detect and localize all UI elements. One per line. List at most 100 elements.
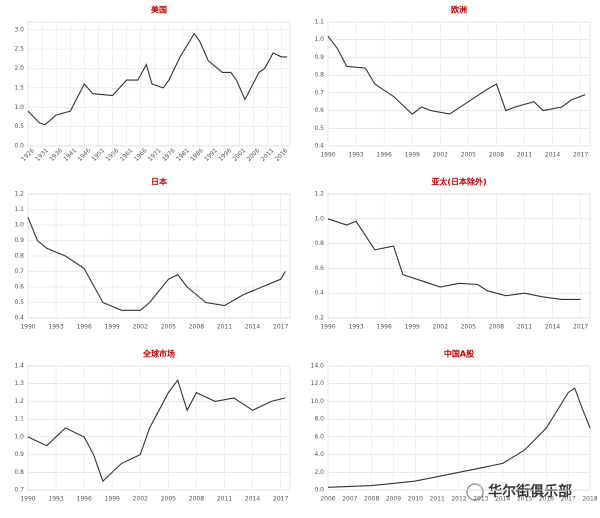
y-tick-label: 0.6 — [14, 284, 24, 291]
x-tick-label: 2016 — [539, 496, 554, 503]
x-tick-label: 2011 — [430, 496, 445, 503]
y-tick-label: 2.0 — [314, 469, 324, 476]
x-tick-label: 1999 — [105, 324, 120, 331]
x-tick-label: 1993 — [48, 324, 63, 331]
y-tick-label: 0.4 — [314, 143, 324, 150]
y-tick-label: 0.4 — [314, 290, 324, 297]
x-tick-label: 2017 — [573, 152, 588, 159]
y-tick-label: 1.1 — [14, 206, 24, 213]
y-tick-label: 1.0 — [314, 215, 324, 222]
y-tick-label: 1.2 — [314, 191, 324, 198]
x-tick-label: 2013 — [473, 496, 488, 503]
y-tick-label: 1.2 — [14, 398, 24, 405]
x-tick-label: 2009 — [386, 496, 401, 503]
x-tick-label: 2016 — [274, 147, 290, 163]
y-tick-label: 1.1 — [14, 416, 24, 423]
x-tick-label: 1941 — [62, 147, 78, 163]
y-tick-label: 1.1 — [314, 19, 324, 26]
y-tick-label: 0.5 — [14, 123, 24, 130]
y-tick-label: 0.5 — [14, 299, 24, 306]
x-tick-label: 1961 — [119, 147, 135, 163]
x-tick-label: 2005 — [161, 324, 176, 331]
x-tick-label: 2011 — [217, 496, 232, 503]
x-tick-label: 2005 — [461, 152, 476, 159]
x-tick-label: 1931 — [34, 147, 50, 163]
x-tick-label: 2014 — [245, 496, 260, 503]
y-tick-label: 0.8 — [14, 253, 24, 260]
x-tick-label: 2011 — [260, 147, 276, 163]
y-tick-label: 3.0 — [14, 26, 24, 33]
x-tick-label: 1991 — [203, 147, 219, 163]
y-tick-label: 0.8 — [314, 240, 324, 247]
x-tick-label: 2017 — [573, 324, 588, 331]
x-tick-label: 1996 — [377, 324, 392, 331]
x-tick-label: 1990 — [20, 496, 35, 503]
x-tick-label: 1966 — [133, 147, 149, 163]
x-tick-label: 1999 — [405, 324, 420, 331]
y-tick-label: 0.8 — [14, 469, 24, 476]
y-tick-label: 0.7 — [314, 89, 324, 96]
y-tick-label: 2.5 — [14, 46, 24, 53]
x-tick-label: 1990 — [320, 152, 335, 159]
x-tick-label: 2007 — [342, 496, 357, 503]
x-tick-label: 1981 — [175, 147, 191, 163]
x-tick-label: 1999 — [405, 152, 420, 159]
x-tick-label: 1999 — [105, 496, 120, 503]
chart-title: 日本 — [151, 177, 167, 187]
x-tick-label: 1951 — [91, 147, 107, 163]
x-tick-label: 2008 — [189, 496, 204, 503]
y-tick-label: 1.4 — [14, 363, 24, 370]
data-line — [327, 387, 591, 488]
y-tick-label: 1.5 — [14, 84, 24, 91]
x-tick-label: 1956 — [105, 147, 121, 163]
y-tick-label: 1.0 — [14, 222, 24, 229]
plot-frame — [327, 21, 591, 147]
x-tick-label: 1996 — [377, 152, 392, 159]
y-tick-label: 1.0 — [314, 36, 324, 43]
x-tick-label: 2002 — [433, 152, 448, 159]
x-tick-label: 1976 — [161, 147, 177, 163]
x-tick-label: 2017 — [273, 496, 288, 503]
y-tick-label: 1.3 — [14, 380, 24, 387]
y-tick-label: 10.0 — [311, 398, 325, 405]
y-tick-label: 0.8 — [314, 72, 324, 79]
x-tick-label: 2008 — [489, 324, 504, 331]
chart-title: 欧洲 — [451, 5, 467, 15]
data-line — [27, 217, 286, 311]
data-line — [27, 32, 288, 126]
x-tick-label: 2006 — [320, 496, 335, 503]
x-tick-label: 2011 — [517, 324, 532, 331]
y-tick-label: 4.0 — [314, 451, 324, 458]
y-tick-label: 0.6 — [314, 265, 324, 272]
x-tick-label: 1990 — [320, 324, 335, 331]
y-tick-label: 0.0 — [14, 143, 24, 150]
plot-frame — [27, 21, 291, 147]
data-line — [27, 379, 286, 483]
x-tick-label: 2018 — [582, 496, 597, 503]
x-tick-label: 1993 — [348, 324, 363, 331]
x-tick-label: 2014 — [545, 324, 560, 331]
y-tick-label: 1.0 — [14, 104, 24, 111]
watermark: 华尔街俱乐部 — [488, 483, 572, 500]
x-tick-label: 2017 — [273, 324, 288, 331]
y-tick-label: 0.9 — [14, 451, 24, 458]
y-tick-label: 2.0 — [14, 65, 24, 72]
x-tick-label: 2015 — [517, 496, 532, 503]
x-tick-label: 2014 — [495, 496, 510, 503]
x-tick-label: 2001 — [231, 147, 247, 163]
x-tick-label: 1996 — [217, 147, 233, 163]
x-tick-label: 2017 — [561, 496, 576, 503]
x-tick-label: 2002 — [133, 324, 148, 331]
x-tick-label: 2008 — [364, 496, 379, 503]
x-tick-label: 2010 — [408, 496, 423, 503]
watermark-icon — [466, 483, 484, 501]
x-tick-label: 2005 — [161, 496, 176, 503]
y-tick-label: 0.5 — [314, 125, 324, 132]
y-tick-label: 0.7 — [14, 487, 24, 494]
x-tick-label: 2014 — [245, 324, 260, 331]
y-tick-label: 0.9 — [314, 54, 324, 61]
y-tick-label: 1.2 — [14, 191, 24, 198]
y-tick-label: 0.6 — [314, 107, 324, 114]
x-tick-label: 2014 — [545, 152, 560, 159]
